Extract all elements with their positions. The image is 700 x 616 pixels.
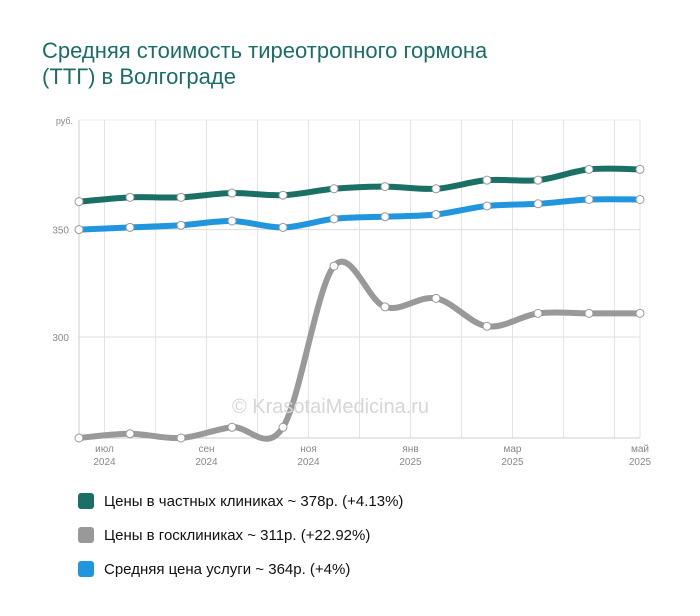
data-point-private xyxy=(329,184,339,194)
legend-label-public: Цены в госклиниках ~ 311р. (+22.92%) xyxy=(104,526,371,544)
y-tick-label: 300 xyxy=(52,333,69,344)
data-point-public xyxy=(74,433,84,443)
legend-item-public[interactable]: Цены в госклиниках ~ 311р. (+22.92%) xyxy=(78,518,403,552)
legend: Цены в частных клиниках ~ 378р. (+4.13%)… xyxy=(78,484,403,586)
data-point-private xyxy=(380,182,390,192)
watermark: © KrasotaiMedicina.ru xyxy=(232,396,430,418)
data-point-average xyxy=(278,222,288,232)
data-point-private xyxy=(533,175,543,185)
data-point-public xyxy=(533,308,543,318)
x-tick-label-month: ноя xyxy=(300,444,317,455)
data-point-average xyxy=(329,214,339,224)
legend-item-private[interactable]: Цены в частных клиниках ~ 378р. (+4.13%) xyxy=(78,484,403,518)
data-point-average xyxy=(74,225,84,235)
data-point-private xyxy=(227,188,237,198)
y-tick-label: 350 xyxy=(52,226,69,237)
x-tick-label-month: янв xyxy=(402,444,418,455)
data-point-private xyxy=(431,184,441,194)
x-tick-label-year: 2024 xyxy=(93,457,116,468)
x-tick-label-year: 2025 xyxy=(399,457,422,468)
chart-title-line1: Средняя стоимость тиреотропного гормона xyxy=(42,38,488,63)
data-point-average xyxy=(431,210,441,220)
chart-title-line2: (ТТГ) в Волгограде xyxy=(42,64,236,89)
legend-label-private: Цены в частных клиниках ~ 378р. (+4.13%) xyxy=(104,492,404,510)
data-point-private xyxy=(125,192,135,202)
x-tick-label-year: 2025 xyxy=(501,457,524,468)
data-point-average xyxy=(482,201,492,211)
data-point-average xyxy=(635,195,645,204)
data-point-public xyxy=(227,422,237,432)
legend-swatch-public xyxy=(78,527,94,543)
data-point-average xyxy=(176,220,186,230)
legend-swatch-average xyxy=(78,561,94,577)
data-point-public xyxy=(278,422,288,432)
data-point-average xyxy=(584,195,594,204)
data-point-private xyxy=(74,197,84,207)
x-tick-label-month: мар xyxy=(504,444,522,455)
data-point-private xyxy=(584,164,594,174)
data-point-public xyxy=(635,308,645,318)
data-point-average xyxy=(125,222,135,232)
legend-swatch-private xyxy=(78,493,94,509)
x-tick-label-year: 2025 xyxy=(629,457,652,468)
data-point-public xyxy=(125,429,135,439)
data-point-average xyxy=(380,212,390,222)
data-point-average xyxy=(533,199,543,209)
data-point-public xyxy=(482,321,492,331)
data-point-private xyxy=(482,175,492,185)
data-point-public xyxy=(380,302,390,312)
data-point-public xyxy=(329,261,339,271)
x-tick-label-month: май xyxy=(631,444,649,455)
data-point-public xyxy=(176,433,186,443)
x-tick-label-month: июл xyxy=(95,444,114,455)
x-tick-label-year: 2024 xyxy=(297,457,320,468)
data-point-private xyxy=(278,190,288,200)
data-point-public xyxy=(431,293,441,303)
chart-title: Средняя стоимость тиреотропного гормона … xyxy=(42,38,662,90)
x-tick-label-month: сен xyxy=(198,444,214,455)
legend-item-average[interactable]: Средняя цена услуги ~ 364р. (+4%) xyxy=(78,552,403,586)
x-tick-label-year: 2024 xyxy=(195,457,218,468)
data-point-private xyxy=(635,164,645,174)
data-point-average xyxy=(227,216,237,226)
data-point-private xyxy=(176,192,186,202)
y-unit-label: руб. xyxy=(56,116,73,126)
legend-label-average: Средняя цена услуги ~ 364р. (+4%) xyxy=(104,560,351,578)
data-point-public xyxy=(584,308,594,318)
